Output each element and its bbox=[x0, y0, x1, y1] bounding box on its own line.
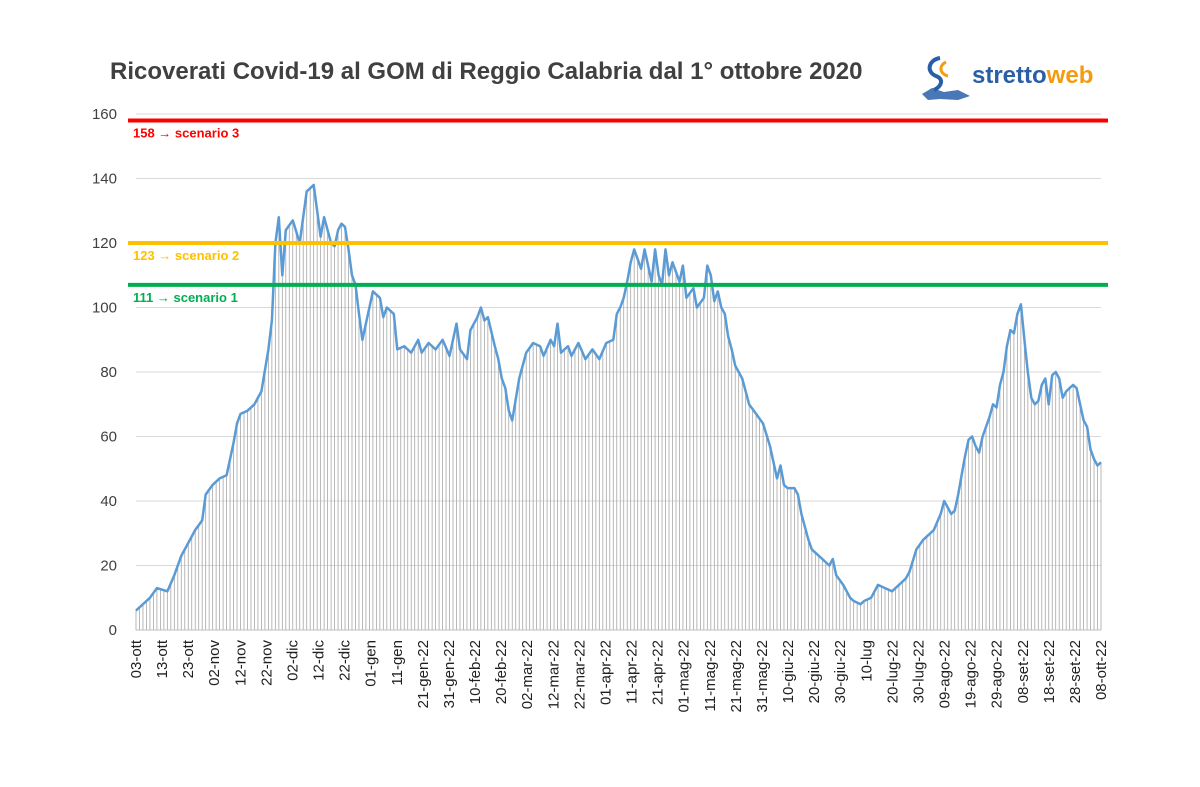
y-tick-label: 40 bbox=[100, 493, 117, 510]
x-tick-label: 31-gen-22 bbox=[441, 640, 458, 708]
chart-title: Ricoverati Covid-19 al GOM di Reggio Cal… bbox=[110, 58, 863, 85]
x-tick-label: 22-dic bbox=[337, 640, 354, 681]
x-tick-label: 20-lug-22 bbox=[884, 640, 901, 703]
logo-text-part2: web bbox=[1046, 62, 1094, 89]
y-tick-label: 140 bbox=[92, 171, 117, 188]
x-tick-label: 21-apr-22 bbox=[650, 640, 667, 705]
x-tick-label: 01-apr-22 bbox=[597, 640, 614, 705]
x-tick-label: 20-giu-22 bbox=[806, 640, 823, 703]
x-tick-label: 08-ott-22 bbox=[1093, 640, 1110, 700]
x-tick-label: 03-ott bbox=[128, 639, 145, 678]
x-tick-label: 02-nov bbox=[206, 640, 223, 686]
x-tick-label: 12-mar-22 bbox=[545, 640, 562, 709]
y-tick-label: 160 bbox=[92, 106, 117, 123]
x-tick-label: 01-gen bbox=[363, 640, 380, 687]
y-tick-label: 0 bbox=[109, 622, 117, 639]
x-tick-label: 22-mar-22 bbox=[571, 640, 588, 709]
x-tick-label: 10-feb-22 bbox=[467, 640, 484, 704]
logo-icon bbox=[922, 56, 970, 100]
logo-text-part1: stretto bbox=[972, 62, 1047, 89]
x-tick-label: 28-set-22 bbox=[1067, 640, 1084, 703]
x-tick-label: 30-giu-22 bbox=[832, 640, 849, 703]
x-tick-label: 12-dic bbox=[311, 640, 328, 681]
x-tick-label: 21-gen-22 bbox=[415, 640, 432, 708]
x-tick-label: 08-set-22 bbox=[1015, 640, 1032, 703]
x-tick-label: 01-mag-22 bbox=[676, 640, 693, 713]
x-tick-label: 30-lug-22 bbox=[910, 640, 927, 703]
x-tick-label: 12-nov bbox=[232, 640, 249, 686]
threshold-label: 158 → scenario 3 bbox=[133, 125, 239, 140]
x-tick-label: 21-mag-22 bbox=[728, 640, 745, 713]
y-tick-label: 120 bbox=[92, 235, 117, 252]
x-tick-label: 23-ott bbox=[180, 639, 197, 678]
x-tick-label: 18-set-22 bbox=[1041, 640, 1058, 703]
x-tick-label: 11-apr-22 bbox=[624, 640, 641, 704]
logo-text: strettoweb bbox=[972, 62, 1093, 90]
x-tick-label: 20-feb-22 bbox=[493, 640, 510, 704]
x-tick-label: 09-ago-22 bbox=[937, 640, 954, 708]
y-tick-label: 60 bbox=[100, 429, 117, 446]
x-tick-label: 29-ago-22 bbox=[989, 640, 1006, 708]
x-tick-label: 22-nov bbox=[258, 640, 275, 686]
y-tick-label: 100 bbox=[92, 300, 117, 317]
threshold-label: 111 → scenario 1 bbox=[133, 290, 238, 305]
x-tick-label: 11-mag-22 bbox=[702, 640, 719, 711]
x-tick-label: 02-mar-22 bbox=[519, 640, 536, 709]
x-tick-label: 13-ott bbox=[154, 639, 171, 678]
x-tick-label: 11-gen bbox=[389, 640, 406, 686]
x-tick-label: 10-lug bbox=[858, 640, 875, 682]
x-tick-label: 31-mag-22 bbox=[754, 640, 771, 713]
threshold-label: 123 → scenario 2 bbox=[133, 248, 239, 263]
y-tick-label: 80 bbox=[100, 364, 117, 381]
x-tick-label: 10-giu-22 bbox=[780, 640, 797, 703]
series-line bbox=[135, 183, 1102, 612]
x-tick-label: 19-ago-22 bbox=[963, 640, 980, 708]
y-tick-label: 20 bbox=[100, 558, 117, 575]
x-tick-label: 02-dic bbox=[284, 640, 301, 681]
